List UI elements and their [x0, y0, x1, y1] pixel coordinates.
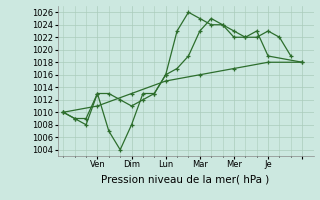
X-axis label: Pression niveau de la mer( hPa ): Pression niveau de la mer( hPa ) [101, 175, 270, 185]
